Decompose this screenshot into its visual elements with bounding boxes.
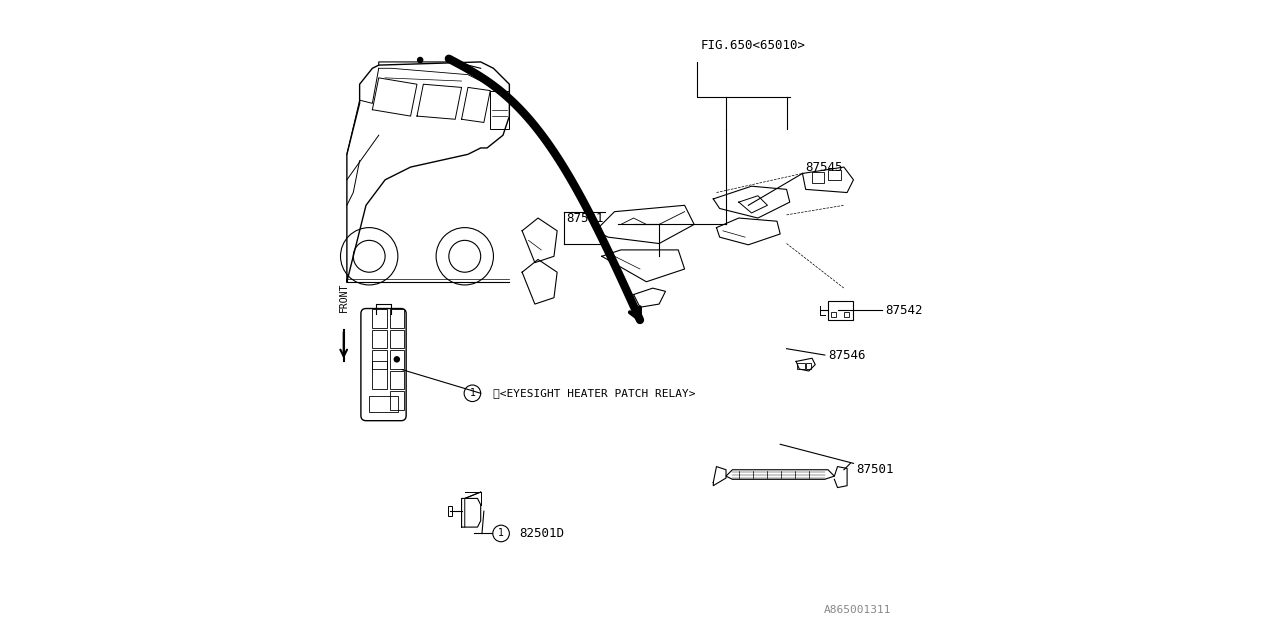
- Bar: [797, 363, 805, 369]
- Text: 87521: 87521: [567, 212, 604, 225]
- Text: FIG.650<65010>: FIG.650<65010>: [700, 40, 805, 52]
- Bar: [490, 91, 509, 129]
- Bar: [389, 371, 404, 389]
- Bar: [372, 309, 387, 328]
- Text: 1: 1: [470, 388, 475, 398]
- Bar: [448, 506, 452, 516]
- Text: 1: 1: [498, 529, 504, 538]
- Text: 87545: 87545: [805, 161, 844, 173]
- Text: 87501: 87501: [856, 463, 895, 476]
- Bar: [389, 391, 404, 410]
- Text: ①<EYESIGHT HEATER PATCH RELAY>: ①<EYESIGHT HEATER PATCH RELAY>: [493, 388, 696, 398]
- Bar: [389, 350, 404, 369]
- Bar: [812, 172, 823, 183]
- Text: 87542: 87542: [886, 304, 923, 317]
- Bar: [828, 301, 854, 320]
- Bar: [844, 312, 849, 317]
- Text: A865001311: A865001311: [824, 605, 892, 615]
- Bar: [806, 363, 812, 369]
- Text: 87546: 87546: [828, 349, 865, 362]
- Text: FRONT: FRONT: [339, 283, 348, 312]
- Bar: [372, 330, 387, 348]
- Bar: [372, 361, 387, 389]
- Circle shape: [417, 58, 422, 63]
- Bar: [389, 309, 404, 328]
- Bar: [372, 350, 387, 369]
- Text: 82501D: 82501D: [518, 527, 564, 540]
- Circle shape: [394, 356, 399, 362]
- Bar: [389, 330, 404, 348]
- Bar: [828, 170, 841, 180]
- Bar: [831, 312, 836, 317]
- Bar: [369, 396, 398, 412]
